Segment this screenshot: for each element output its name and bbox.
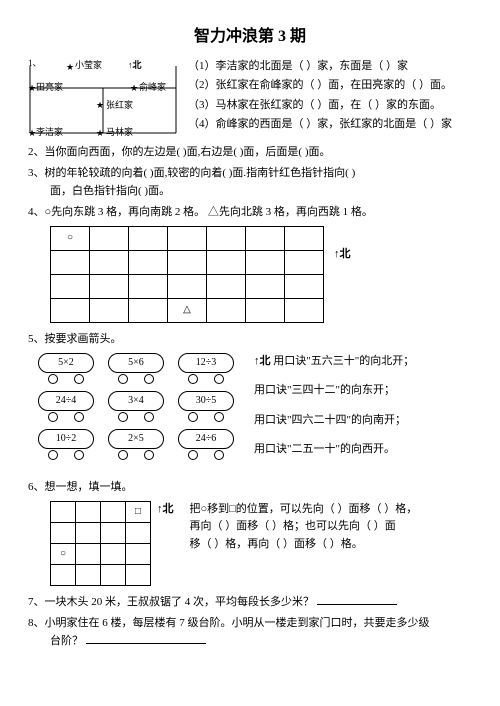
question-3b: 面，白色指针指向( )面。	[28, 183, 472, 201]
car-wheels	[108, 449, 164, 459]
question-6: □ ○ ↑北 把○移到□的位置，可以先向（ ）面移（ ）格， 再向（ ）面移（ …	[50, 501, 472, 586]
map-lijie: 李洁家	[36, 125, 63, 139]
question-6-label: 6、想一想，填一填。	[28, 479, 472, 497]
question-4-text: 4、○先向东跳 3 格，再向南跳 2 格。 △先向北跳 3 格，再向西跳 1 格…	[28, 204, 472, 222]
car-wheels	[38, 373, 94, 383]
svg-text:★: ★	[28, 128, 36, 138]
question-4-grid-wrap: ○ △ ↑北	[50, 226, 472, 323]
question-8a: 8、小明家住在 6 楼，每层楼有 7 级台阶。小明从一楼走到家门口时，共要走多少…	[28, 615, 472, 633]
q4-north: ↑北	[334, 246, 351, 264]
car-wheels	[38, 449, 94, 459]
car-body: 12÷3	[178, 353, 234, 373]
q1-line-2: （2）张红家在俞峰家的（ ）面，在田亮家的（ ）面。	[188, 77, 452, 95]
svg-text:★: ★	[28, 83, 36, 93]
q6-north: ↑北	[157, 501, 174, 586]
car-5: 3×4	[108, 391, 164, 421]
question-1: ★ ★ ★ ★ ★ ★ 1、 小莹家 ↑北 田亮家 俞峰家 张红家 李洁家 马林…	[28, 58, 472, 138]
car-wheels	[38, 411, 94, 421]
car-wheels	[178, 373, 234, 383]
map-zhanghong: 张红家	[106, 98, 133, 112]
q7-text: 7、一块木头 20 米，王叔叔锯了 4 次，平均每段长多少米？	[28, 596, 314, 608]
q4-grid: ○ △	[50, 226, 324, 323]
car-1: 5×2	[38, 353, 94, 383]
car-wheels	[108, 411, 164, 421]
q1-num: 1、	[28, 56, 42, 70]
q5-text-2: 用口诀"三四十二"的向东开；	[254, 382, 414, 400]
q1-line-4: （4）俞峰家的西面是（ ）家，张红家的北面是（ ）家	[188, 116, 452, 134]
question-5-label: 5、按要求画箭头。	[28, 331, 472, 349]
q6-line-2: 再向（ ）面移（ ）格；也可以先向（ ）面	[190, 518, 418, 536]
question-7: 7、一块木头 20 米，王叔叔锯了 4 次，平均每段长多少米？	[28, 594, 472, 612]
car-wheels	[178, 411, 234, 421]
q5-text-1: 用口诀"五六三十"的向北开；	[273, 355, 414, 367]
car-7: 10÷2	[38, 429, 94, 459]
question-5: 5×2 5×6 12÷3 24÷4 3×4 30÷5 10÷2 2×5 24÷6…	[38, 353, 472, 471]
q5-instructions: ↑北 用口诀"五六三十"的向北开； 用口诀"三四十二"的向东开； 用口诀"四六二…	[254, 353, 414, 471]
q6-grid: □ ○	[50, 501, 151, 586]
map-yufeng: 俞峰家	[139, 80, 166, 94]
car-grid: 5×2 5×6 12÷3 24÷4 3×4 30÷5 10÷2 2×5 24÷6	[38, 353, 234, 459]
car-body: 30÷5	[178, 391, 234, 411]
car-8: 2×5	[108, 429, 164, 459]
car-body: 24÷6	[178, 429, 234, 449]
svg-text:★: ★	[96, 128, 104, 138]
q5-north: ↑北	[254, 355, 271, 367]
svg-text:★: ★	[96, 100, 104, 110]
q5-text-3: 用口诀"四六二十四"的向南开；	[254, 412, 414, 430]
car-body: 5×2	[38, 353, 94, 373]
q8-answer-line	[86, 643, 206, 644]
car-6: 30÷5	[178, 391, 234, 421]
q1-line-3: （3）马林家在张红家的（ ）面，在（ ）家的东面。	[188, 97, 452, 115]
q1-statements: （1）李洁家的北面是（ ）家，东面是（ ）家 （2）张红家在俞峰家的（ ）面，在…	[188, 58, 452, 138]
q6-line-3: 移（ ）格，再向（ ）面移（ ）格。	[190, 536, 418, 554]
car-3: 12÷3	[178, 353, 234, 383]
page-title: 智力冲浪第 3 期	[28, 24, 472, 50]
car-4: 24÷4	[38, 391, 94, 421]
question-2: 2、当你面向西面，你的左边是( )面,右边是( )面，后面是( )面。	[28, 144, 472, 162]
car-wheels	[108, 373, 164, 383]
car-wheels	[178, 449, 234, 459]
car-9: 24÷6	[178, 429, 234, 459]
svg-text:★: ★	[130, 83, 138, 93]
map-north: ↑北	[128, 58, 142, 72]
map-tianliang: 田亮家	[36, 80, 63, 94]
q1-line-1: （1）李洁家的北面是（ ）家，东面是（ ）家	[188, 58, 452, 76]
q5-text-4: 用口诀"二五一十"的向西开。	[254, 441, 414, 459]
svg-text:★: ★	[66, 62, 74, 72]
car-body: 5×6	[108, 353, 164, 373]
map-malin: 马林家	[106, 125, 133, 139]
map-xiaoying: 小莹家	[75, 58, 102, 72]
q8b-text: 台阶？	[50, 635, 83, 647]
q1-map: ★ ★ ★ ★ ★ ★ 1、 小莹家 ↑北 田亮家 俞峰家 张红家 李洁家 马林…	[28, 58, 178, 138]
car-body: 24÷4	[38, 391, 94, 411]
q6-text: 把○移到□的位置，可以先向（ ）面移（ ）格， 再向（ ）面移（ ）格；也可以先…	[190, 501, 418, 554]
car-2: 5×6	[108, 353, 164, 383]
q6-line-1: 把○移到□的位置，可以先向（ ）面移（ ）格，	[190, 501, 418, 519]
q7-answer-line	[317, 604, 397, 605]
question-8b: 台阶？	[28, 633, 472, 651]
car-body: 3×4	[108, 391, 164, 411]
car-body: 2×5	[108, 429, 164, 449]
question-3a: 3、树的年轮较疏的向着( )面,较密的向着( )面.指南针红色指针指向( )	[28, 165, 472, 183]
car-body: 10÷2	[38, 429, 94, 449]
